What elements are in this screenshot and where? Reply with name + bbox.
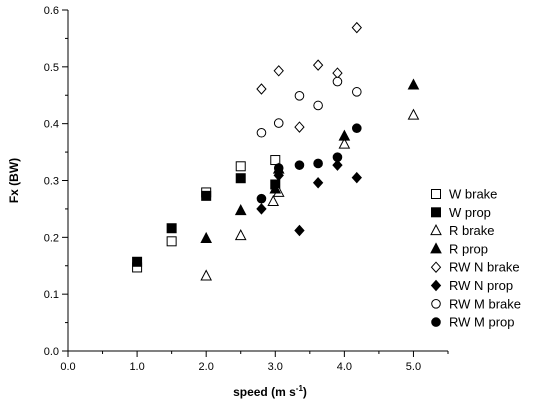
data-point (332, 76, 343, 87)
y-tick-label: 0.6 (44, 5, 59, 17)
data-point (312, 177, 324, 189)
data-point (273, 118, 284, 128)
x-tick-label: 2.0 (199, 361, 214, 373)
data-point (201, 190, 212, 201)
legend-marker (430, 224, 442, 236)
series-rw-n-brake (256, 21, 362, 133)
data-point (267, 194, 280, 207)
data-point (351, 171, 362, 184)
y-tick-label: 0.5 (44, 62, 59, 74)
data-point (313, 100, 323, 111)
legend-marker (431, 299, 441, 309)
data-point (234, 204, 247, 216)
data-point (294, 121, 305, 133)
data-point (270, 155, 281, 166)
data-point (200, 269, 213, 281)
legend-marker (431, 207, 441, 218)
x-axis-label: speed (m s-1) (233, 384, 307, 399)
data-point (273, 65, 284, 77)
legend-label: RW M brake (449, 296, 521, 311)
series-rw-m-prop (256, 123, 362, 204)
x-tick-label: 0.0 (60, 361, 75, 373)
data-point (294, 224, 305, 237)
y-tick-label: 0.0 (44, 346, 59, 358)
data-point (332, 159, 343, 171)
data-point (273, 163, 284, 173)
data-point (132, 256, 143, 267)
legend-marker (430, 261, 442, 273)
data-point (235, 173, 246, 184)
data-point (332, 152, 343, 162)
series-w-brake (132, 155, 281, 273)
x-tick-label: 4.0 (337, 361, 352, 373)
x-axis-label-main: speed (m s (233, 385, 296, 399)
legend-label: W prop (449, 205, 491, 220)
legend-label: RW N brake (449, 260, 520, 275)
data-point (256, 193, 267, 204)
x-axis-label-close: ) (303, 385, 307, 399)
series-r-brake (200, 108, 420, 281)
x-tick-label: 1.0 (129, 361, 144, 373)
data-point (234, 229, 247, 241)
legend: W brake W prop R brake R prop RW N brake RW N… (430, 187, 521, 330)
data-point (407, 108, 420, 120)
data-point (200, 231, 213, 243)
data-point (352, 123, 362, 134)
legend-label: W brake (449, 187, 497, 202)
legend-label: RW M prop (449, 315, 515, 330)
legend-marker (430, 242, 442, 254)
data-point (235, 161, 246, 172)
series-rw-n-prop (256, 159, 362, 237)
data-point (273, 169, 284, 182)
legend-marker (431, 189, 441, 199)
data-point (294, 91, 305, 101)
y-tick-label: 0.1 (44, 289, 59, 301)
legend-label: RW N prop (449, 278, 513, 293)
legend-label: R brake (449, 223, 495, 238)
data-point (256, 127, 267, 138)
x-tick-label: 3.0 (268, 361, 283, 373)
data-point (294, 160, 305, 170)
data-point (338, 137, 351, 149)
x-tick-label: 5.0 (406, 361, 421, 373)
data-point (332, 67, 343, 79)
axes: 0.0 1.0 2.0 3.0 4.0 5.0 0.0 0.1 0.2 0.3 0.4 0.5 0.6 (44, 5, 449, 373)
data-point (256, 83, 267, 95)
y-tick-label: 0.4 (44, 119, 59, 131)
y-tick-label: 0.3 (44, 176, 59, 188)
data-point (407, 78, 420, 90)
data-point (351, 21, 362, 34)
legend-marker (430, 279, 442, 292)
data-point (166, 223, 177, 234)
data-point (352, 87, 362, 97)
legend-label: R prop (449, 241, 488, 256)
series-rw-m-brake (256, 76, 362, 138)
series-r-prop (200, 78, 420, 243)
data-point (313, 158, 323, 169)
data-point (256, 203, 267, 215)
data-point (338, 129, 351, 141)
data-point (312, 59, 324, 71)
data-point (269, 182, 282, 194)
y-tick-label: 0.2 (44, 232, 59, 244)
data-points (132, 21, 420, 281)
y-axis-label: Fx (BW) (7, 158, 21, 203)
legend-marker (431, 317, 441, 327)
data-point (166, 236, 177, 247)
x-axis-label-superscript: -1 (296, 384, 304, 393)
